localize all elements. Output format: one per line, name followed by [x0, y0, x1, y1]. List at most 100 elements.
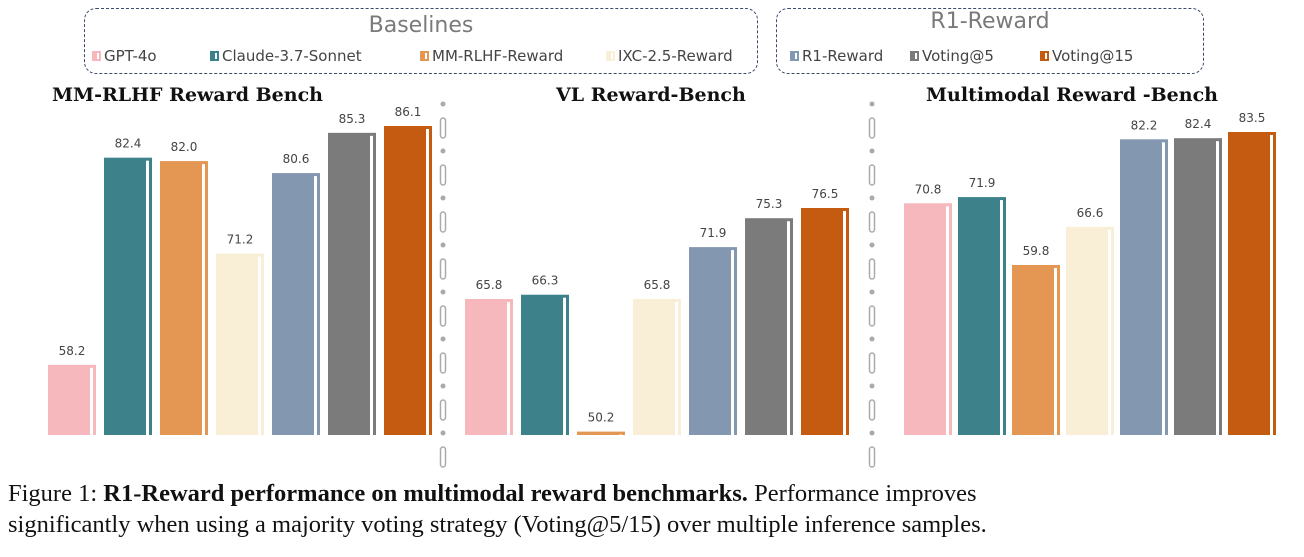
panel-title-vl: VL Reward-Bench	[556, 84, 746, 106]
separator-dot	[440, 101, 446, 107]
separator-dash	[868, 399, 876, 421]
legend-swatch	[420, 51, 429, 61]
legend-label: IXC-2.5-Reward	[618, 47, 733, 65]
bar	[521, 294, 569, 435]
separator-dash	[868, 258, 876, 280]
separator-dot	[869, 383, 875, 389]
bar-highlight	[1000, 200, 1003, 435]
legend-label: Voting@5	[922, 47, 994, 65]
data-label: 65.8	[644, 278, 671, 292]
separator-dot	[869, 289, 875, 295]
separator-dot	[440, 383, 446, 389]
separator-dot	[440, 336, 446, 342]
legend-swatch	[92, 51, 101, 61]
data-label: 83.5	[1239, 111, 1266, 125]
legend-item: R1-Reward	[790, 47, 883, 65]
legend-item: Voting@5	[910, 47, 994, 65]
legend-swatch	[210, 51, 219, 61]
caption-label: Figure 1:	[8, 480, 104, 507]
data-label: 86.1	[395, 105, 422, 119]
legend-item: Claude-3.7-Sonnet	[210, 47, 362, 65]
legend-swatch	[606, 51, 615, 61]
bar-highlight	[146, 160, 149, 436]
data-label: 76.5	[812, 187, 839, 201]
baselines-legend-box: Baselines	[84, 8, 758, 74]
separator-dot	[440, 430, 446, 436]
separator-dash	[439, 305, 447, 327]
panel-title-mm-rlhf: MM-RLHF Reward Bench	[52, 84, 323, 106]
separator-dot	[869, 195, 875, 201]
data-label: 71.9	[969, 176, 996, 190]
separator-dot	[440, 242, 446, 248]
bar-highlight	[946, 206, 949, 435]
panel-title-multimodal: Multimodal Reward -Bench	[926, 84, 1218, 106]
data-label: 82.4	[115, 137, 142, 151]
figure-caption: Figure 1: R1-Reward performance on multi…	[8, 478, 987, 540]
legend-swatch	[1040, 51, 1049, 61]
legend-swatch	[910, 51, 919, 61]
r1-legend-box: R1-Reward	[776, 8, 1204, 74]
r1-legend-title: R1-Reward	[930, 9, 1050, 34]
separator-dot	[869, 336, 875, 342]
data-label: 80.6	[283, 152, 310, 166]
separator-dot	[440, 148, 446, 154]
bar	[1228, 132, 1276, 435]
bar	[384, 126, 432, 435]
separator-dash	[439, 117, 447, 139]
bar-highlight	[1054, 267, 1057, 435]
bar	[328, 132, 376, 435]
data-label: 50.2	[588, 411, 615, 425]
data-label: 75.3	[756, 197, 783, 211]
separator-dash	[439, 164, 447, 186]
bar-highlight	[1162, 142, 1165, 436]
bar-highlight	[90, 367, 93, 435]
data-label: 85.3	[339, 112, 366, 126]
data-label: 82.0	[171, 140, 198, 154]
legend-item: IXC-2.5-Reward	[606, 47, 733, 65]
data-label: 71.2	[227, 233, 254, 247]
data-label: 66.3	[532, 274, 559, 288]
separator-dot	[869, 242, 875, 248]
bar	[745, 218, 793, 435]
bar-highlight	[370, 135, 373, 435]
baselines-legend-title: Baselines	[368, 13, 474, 38]
legend-label: Claude-3.7-Sonnet	[222, 47, 362, 65]
separator-dot	[869, 430, 875, 436]
bar-highlight	[675, 301, 678, 435]
legend-item: Voting@15	[1040, 47, 1133, 65]
bar	[48, 364, 96, 435]
bar	[160, 161, 208, 435]
bar	[1174, 138, 1222, 435]
bar-highlight	[843, 211, 846, 435]
data-label: 70.8	[915, 182, 942, 196]
separator-dot	[440, 289, 446, 295]
data-label: 58.2	[59, 344, 86, 358]
separator-dash	[868, 446, 876, 468]
separator-dash	[439, 211, 447, 233]
separator-dash	[439, 258, 447, 280]
caption-text-2: significantly when using a majority voti…	[8, 511, 987, 538]
bar	[272, 173, 320, 435]
legend-label: R1-Reward	[802, 47, 884, 65]
bar	[801, 208, 849, 435]
legend-label: GPT-4o	[104, 47, 157, 65]
bar	[465, 298, 513, 435]
bar	[689, 247, 737, 435]
legend-item: MM-RLHF-Reward	[420, 47, 563, 65]
bar-highlight	[258, 256, 261, 435]
legend-label: MM-RLHF-Reward	[432, 47, 564, 65]
legend-item: GPT-4o	[92, 47, 157, 65]
bar-highlight	[1270, 135, 1273, 435]
caption-text-1: Performance improves	[747, 480, 977, 507]
separator-dot	[440, 195, 446, 201]
caption-bold: R1-Reward performance on multimodal rewa…	[103, 480, 748, 507]
data-label: 82.2	[1131, 118, 1158, 132]
bar-highlight	[1216, 141, 1219, 435]
legend-label: Voting@15	[1052, 47, 1134, 65]
bar	[1120, 139, 1168, 436]
bar-highlight	[731, 250, 734, 435]
bar-highlight	[507, 301, 510, 435]
data-label: 65.8	[476, 278, 503, 292]
bar-highlight	[1108, 229, 1111, 435]
separator-dash	[868, 352, 876, 374]
